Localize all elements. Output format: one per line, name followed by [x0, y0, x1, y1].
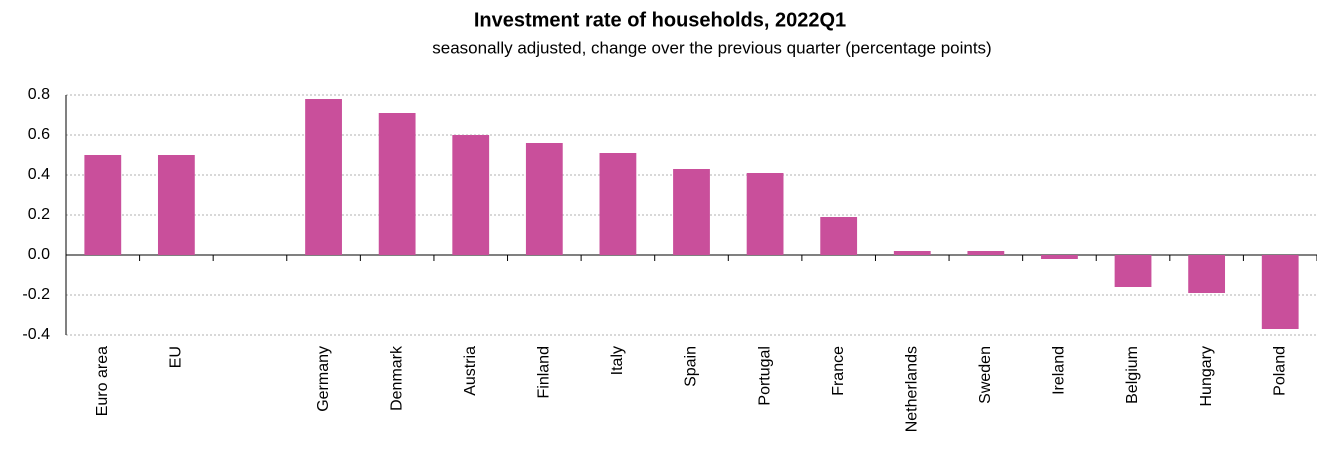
x-tick-label: Poland — [1271, 346, 1288, 396]
bar — [157, 155, 195, 255]
x-tick-label: Ireland — [1051, 346, 1068, 395]
x-tick-label: Hungary — [1198, 346, 1215, 406]
bar — [525, 143, 563, 255]
bar — [378, 113, 416, 255]
chart-subtitle: seasonally adjusted, change over the pre… — [432, 38, 991, 57]
x-tick-label: Austria — [462, 346, 479, 396]
bar — [1261, 255, 1299, 329]
y-tick-label: 0.4 — [28, 166, 50, 183]
x-tick-label: Germany — [315, 346, 332, 412]
bar — [820, 217, 858, 255]
bar — [746, 173, 784, 255]
x-tick-label: Belgium — [1124, 346, 1141, 404]
y-tick-label: 0.0 — [28, 246, 50, 263]
x-tick-label: EU — [168, 346, 185, 368]
y-tick-label: 0.2 — [28, 206, 50, 223]
x-tick-label: Spain — [683, 346, 700, 387]
x-tick-label: Denmark — [388, 345, 405, 411]
bar — [1188, 255, 1226, 293]
x-tick-label: Netherlands — [903, 346, 920, 432]
bar — [893, 251, 931, 255]
bar — [673, 169, 710, 255]
x-tick-label: Italy — [609, 346, 626, 375]
x-tick-label: Euro area — [94, 346, 111, 416]
x-tick-label: Sweden — [977, 346, 994, 404]
chart-title: Investment rate of households, 2022Q1 — [474, 9, 846, 31]
bar — [1041, 255, 1078, 259]
y-tick-label: -0.4 — [22, 326, 50, 343]
y-tick-label: 0.8 — [28, 86, 50, 103]
bar — [452, 135, 490, 255]
bar — [599, 153, 637, 255]
bar — [84, 155, 122, 255]
x-tick-label: Finland — [536, 346, 553, 398]
x-tick-label: Portugal — [756, 346, 773, 406]
y-tick-label: -0.2 — [22, 286, 50, 303]
y-tick-label: 0.6 — [28, 126, 50, 143]
x-tick-label: France — [830, 346, 847, 396]
bar — [305, 99, 342, 255]
bar — [967, 251, 1005, 255]
bar — [1114, 255, 1152, 287]
